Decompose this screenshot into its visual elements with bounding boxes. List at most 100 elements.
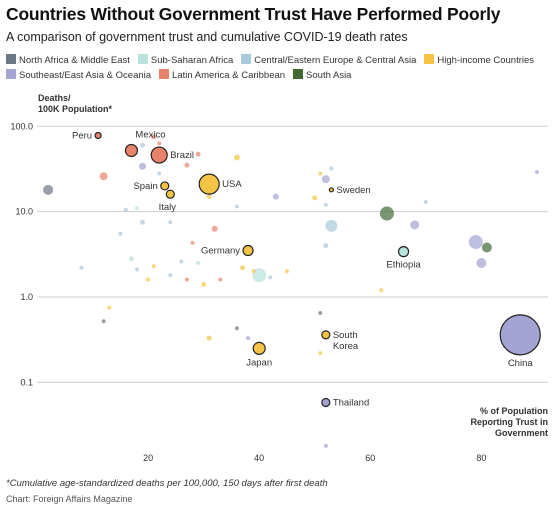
y-tick-label: 10.0 — [15, 207, 33, 217]
data-point — [184, 162, 190, 168]
legend-swatch — [293, 69, 304, 79]
y-tick-label: 0.1 — [20, 377, 33, 387]
data-point — [157, 141, 162, 146]
data-point — [218, 277, 223, 282]
legend-label: Latin America & Caribbean — [172, 70, 286, 81]
data-point-highlighted — [198, 173, 220, 195]
data-point — [196, 261, 201, 266]
data-point — [139, 162, 147, 170]
data-point — [234, 326, 239, 331]
data-point — [234, 204, 239, 209]
data-point — [323, 202, 328, 207]
point-label: Ethiopia — [386, 260, 421, 271]
chart-title: Countries Without Government Trust Have … — [6, 4, 501, 24]
data-point — [168, 273, 173, 278]
legend-item: Latin America & Caribbean — [159, 68, 285, 83]
legend-label: South Asia — [306, 70, 352, 81]
legend: North Africa & Middle East Sub-Saharan Af… — [6, 53, 554, 83]
point-label: Italy — [159, 202, 177, 213]
data-point — [134, 267, 139, 272]
legend-item: High-income Countries — [424, 53, 534, 68]
y-tick-label: 1.0 — [20, 292, 33, 302]
data-point — [140, 219, 146, 225]
point-label: Brazil — [170, 150, 194, 161]
data-point — [99, 172, 108, 181]
data-point — [128, 256, 134, 262]
legend-item: South Asia — [293, 68, 351, 83]
data-point — [151, 264, 156, 269]
legend-label: Sub-Saharan Africa — [150, 55, 234, 66]
x-tick-label: 20 — [143, 453, 153, 463]
data-point — [107, 305, 112, 310]
x-tick-label: 40 — [254, 453, 264, 463]
data-point — [240, 265, 246, 271]
legend-item: Southeast/East Asia & Oceania — [6, 68, 151, 83]
data-point — [272, 193, 279, 200]
data-point — [246, 336, 251, 341]
data-point — [318, 310, 323, 315]
data-point — [534, 170, 539, 175]
data-point-highlighted — [321, 330, 331, 340]
point-label: Korea — [333, 341, 359, 352]
x-axis-label: Government — [495, 428, 548, 438]
data-point — [325, 219, 338, 232]
legend-item: Central/Eastern Europe & Central Asia — [241, 53, 416, 68]
data-point-highlighted — [124, 143, 139, 158]
data-point-highlighted — [160, 181, 170, 191]
data-point — [211, 225, 218, 232]
data-point — [481, 242, 492, 253]
point-label: Mexico — [135, 130, 165, 141]
data-point — [329, 166, 334, 171]
data-point — [476, 258, 487, 269]
data-point-highlighted — [328, 187, 334, 193]
data-point — [379, 288, 384, 293]
legend-item: Sub-Saharan Africa — [137, 53, 234, 68]
data-point — [252, 268, 267, 283]
data-point — [323, 243, 329, 249]
data-point — [321, 175, 330, 184]
data-point — [410, 220, 420, 230]
point-label: Peru — [72, 130, 92, 141]
point-label: China — [508, 358, 534, 369]
data-point — [157, 171, 162, 176]
data-point — [140, 142, 146, 148]
data-point — [195, 151, 201, 157]
legend-item: North Africa & Middle East — [6, 53, 130, 68]
data-point — [134, 206, 139, 211]
data-point — [206, 194, 212, 200]
data-point-highlighted — [165, 189, 175, 199]
x-axis-label: % of Population — [480, 406, 548, 416]
data-point — [268, 275, 273, 280]
x-tick-label: 80 — [476, 453, 486, 463]
source-credit: Chart: Foreign Affairs Magazine — [6, 494, 133, 504]
legend-label: North Africa & Middle East — [19, 55, 130, 66]
data-point — [168, 220, 173, 225]
data-point — [423, 199, 428, 204]
data-point — [190, 240, 195, 245]
data-point-highlighted — [242, 244, 254, 257]
chart-subtitle: A comparison of government trust and cum… — [6, 30, 408, 44]
data-point — [146, 277, 151, 282]
data-point — [312, 195, 318, 201]
legend-swatch — [137, 54, 148, 64]
legend-swatch — [241, 54, 252, 64]
data-point — [179, 259, 184, 264]
data-point — [233, 154, 240, 161]
point-label: Thailand — [333, 398, 369, 409]
y-axis-label: 100K Population* — [38, 104, 113, 114]
legend-swatch — [6, 69, 16, 79]
footnote: *Cumulative age-standardized deaths per … — [6, 478, 328, 489]
legend-swatch — [159, 69, 170, 79]
data-point-highlighted — [499, 314, 541, 356]
data-point — [318, 351, 323, 356]
data-point — [468, 235, 483, 250]
data-point — [123, 207, 128, 212]
data-point — [284, 269, 289, 274]
data-point — [101, 319, 106, 324]
data-point — [43, 184, 54, 195]
legend-swatch — [6, 54, 16, 64]
data-point-highlighted — [397, 246, 410, 258]
point-label: Sweden — [336, 185, 370, 196]
data-point — [206, 335, 212, 341]
